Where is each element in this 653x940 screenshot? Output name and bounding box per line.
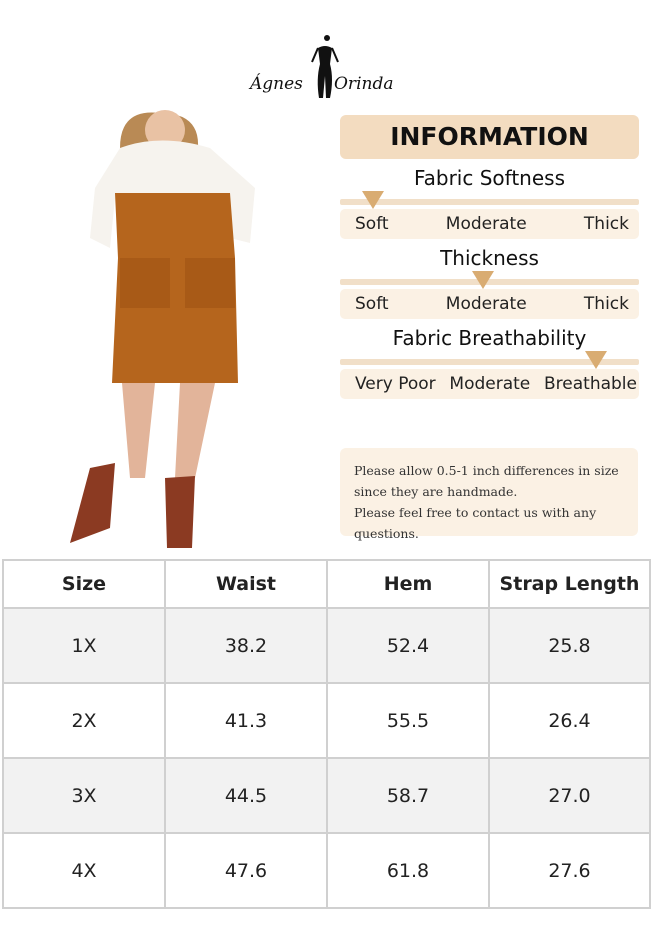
- note-line: Please feel free to contact us with any …: [354, 505, 597, 541]
- table-header-row: Size Waist Hem Strap Length: [2, 559, 651, 609]
- scale-label: Moderate: [445, 294, 527, 314]
- table-cell: 26.4: [488, 682, 651, 759]
- table-cell: 27.0: [488, 757, 651, 834]
- triangle-marker-icon: [585, 351, 607, 369]
- note-line: since they are handmade.: [354, 484, 518, 499]
- brand-name-right: Orinda: [334, 74, 394, 94]
- scale-label: Soft: [355, 214, 389, 234]
- column-header: Waist: [164, 559, 328, 609]
- triangle-marker-icon: [472, 271, 494, 289]
- table-cell: 44.5: [164, 757, 328, 834]
- scale-label: Soft: [355, 294, 389, 314]
- brand-name-left: Ágnes: [250, 74, 303, 94]
- size-table: Size Waist Hem Strap Length 1X 38.2 52.4…: [2, 559, 651, 909]
- table-row: 3X 44.5 58.7 27.0: [2, 757, 651, 834]
- section-title: Fabric Softness: [413, 166, 566, 190]
- scale-label: Very Poor: [355, 374, 436, 394]
- scale-label: Moderate: [445, 214, 527, 234]
- column-header: Hem: [326, 559, 490, 609]
- section-title: Fabric Breathability: [392, 326, 587, 350]
- table-row: 1X 38.2 52.4 25.8: [2, 607, 651, 684]
- thickness-scale-bar: [340, 271, 639, 289]
- table-cell: 2X: [2, 682, 166, 759]
- column-header: Size: [2, 559, 166, 609]
- table-cell: 41.3: [164, 682, 328, 759]
- table-row: 4X 47.6 61.8 27.6: [2, 832, 651, 909]
- table-cell: 55.5: [326, 682, 490, 759]
- silhouette-logo-icon: [311, 35, 339, 98]
- table-cell: 38.2: [164, 607, 328, 684]
- fabric-softness-section: Fabric Softness Soft Moderate Thick: [340, 163, 639, 239]
- table-cell: 1X: [2, 607, 166, 684]
- softness-scale-bar: [340, 191, 639, 209]
- table-cell: 3X: [2, 757, 166, 834]
- breathability-section: Fabric Breathability Very Poor Moderate …: [340, 323, 639, 399]
- triangle-marker-icon: [362, 191, 384, 209]
- breathability-scale-bar: [340, 351, 639, 369]
- table-cell: 61.8: [326, 832, 490, 909]
- table-cell: 58.7: [326, 757, 490, 834]
- scale-label: Thick: [583, 294, 629, 314]
- scale-label: Thick: [583, 214, 629, 234]
- table-cell: 47.6: [164, 832, 328, 909]
- size-note: Please allow 0.5-1 inch differences in s…: [340, 448, 638, 541]
- table-row: 2X 41.3 55.5 26.4: [2, 682, 651, 759]
- table-cell: 4X: [2, 832, 166, 909]
- column-header: Strap Length: [488, 559, 651, 609]
- note-line: Please allow 0.5-1 inch differences in s…: [354, 463, 619, 478]
- scale-label: Breathable: [544, 374, 637, 394]
- brand-logo: Ágnes Orinda: [250, 34, 400, 104]
- table-cell: 52.4: [326, 607, 490, 684]
- scale-label: Moderate: [449, 374, 531, 394]
- model-photo: [70, 110, 255, 548]
- table-cell: 25.8: [488, 607, 651, 684]
- information-panel: INFORMATION Fabric Softness Soft Moderat…: [340, 115, 639, 399]
- section-title: Thickness: [440, 246, 539, 270]
- information-title: INFORMATION: [340, 115, 639, 159]
- table-cell: 27.6: [488, 832, 651, 909]
- thickness-section: Thickness Soft Moderate Thick: [340, 243, 639, 319]
